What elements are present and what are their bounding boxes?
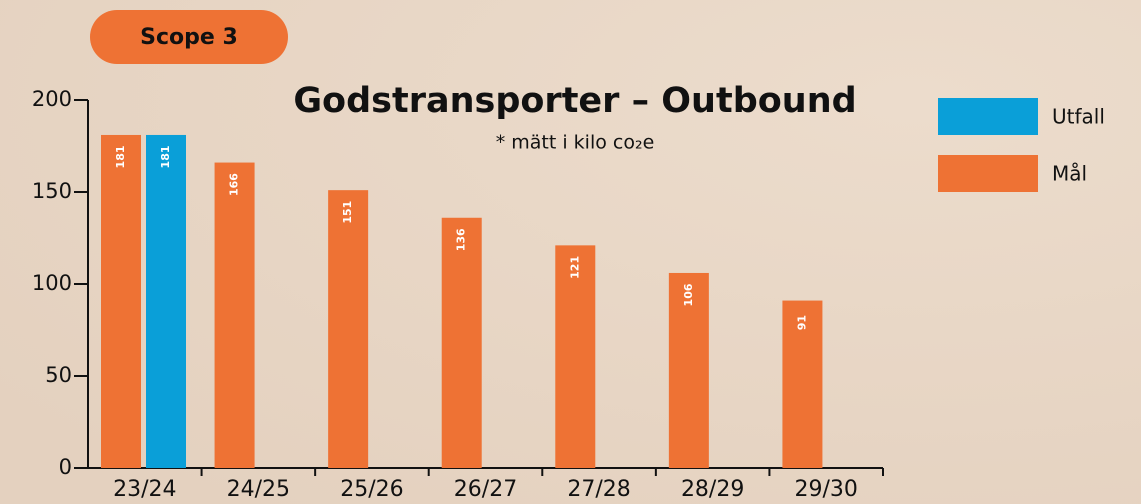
chart-subtitle: * mätt i kilo co₂e [496,132,655,154]
chart-title: Godstransporter – Outbound [293,81,856,121]
y-tick-label: 50 [45,363,72,387]
bar [328,190,369,468]
legend-label: Utfall [1052,105,1105,129]
value-label: 136 [455,228,468,251]
y-tick-label: 200 [32,87,72,111]
x-tick-label: 25/26 [340,477,403,502]
x-tick-label: 27/28 [567,477,630,502]
bar [668,272,709,468]
x-tick-label: 26/27 [454,477,517,502]
y-tick-label: 100 [32,271,72,295]
y-tick-label: 150 [32,179,72,203]
bar [782,300,823,468]
legend-swatch [938,98,1038,135]
value-label: 166 [228,173,241,196]
y-tick-label: 0 [59,455,72,479]
bar [555,245,596,468]
bar [146,134,186,468]
badge-label: Scope 3 [140,25,238,50]
x-tick-label: 24/25 [227,477,290,502]
legend-swatch [938,155,1038,192]
bar [101,134,141,468]
legend-label: Mål [1052,162,1087,186]
value-label: 181 [159,145,172,168]
value-label: 91 [795,315,808,330]
badge [90,10,288,64]
bar [214,162,255,468]
value-label: 106 [682,283,695,306]
value-label: 121 [568,256,581,279]
x-tick-label: 29/30 [795,477,858,502]
x-tick-label: 28/29 [681,477,744,502]
bar [441,217,482,468]
value-label: 181 [114,145,127,168]
value-label: 151 [341,201,354,224]
x-tick-label: 23/24 [113,477,176,502]
